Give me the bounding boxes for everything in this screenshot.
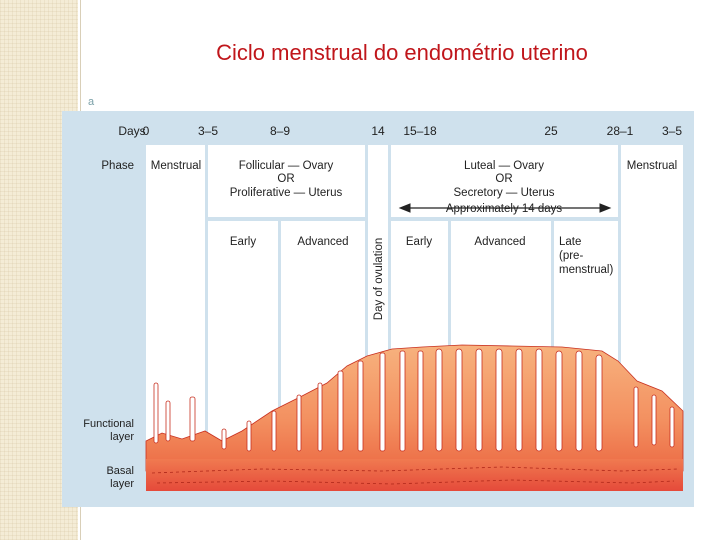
day-tick: 0 — [143, 124, 150, 138]
secretory-label: Secretory — Uterus — [454, 187, 555, 199]
day-tick: 14 — [371, 124, 385, 138]
functional-layer-shape — [145, 344, 684, 472]
functional-layer-label-line1: Functional — [83, 418, 134, 430]
phase-label: Phase — [101, 160, 134, 172]
bullet-icon: a — [88, 96, 95, 108]
advanced-label-1: Advanced — [297, 236, 348, 248]
proliferative-label: Proliferative — Uterus — [230, 187, 343, 199]
early-label-1: Early — [230, 236, 256, 248]
follicular-label: Follicular — Ovary — [239, 160, 334, 172]
day-tick: 3–5 — [198, 124, 218, 138]
menstrual-label: Menstrual — [151, 160, 202, 172]
menstrual-end-label: Menstrual — [627, 160, 678, 172]
cycle-diagram: Days 0 3–5 8–9 14 15–18 25 28–1 3–5 Phas… — [62, 111, 694, 507]
luteal-label: Luteal — Ovary — [464, 160, 544, 172]
day-tick: 28–1 — [607, 124, 634, 138]
basal-layer-label-line2: layer — [110, 478, 134, 490]
basal-layer-label-line1: Basal — [106, 465, 134, 477]
functional-layer-label-line2: layer — [110, 431, 134, 443]
or-label-1: OR — [277, 173, 294, 185]
days-label: Days — [118, 124, 145, 138]
slide-title: Ciclo menstrual do endométrio uterino — [216, 40, 588, 65]
day-tick: 8–9 — [270, 124, 290, 138]
or-label-2: OR — [495, 173, 512, 185]
day-tick: 15–18 — [403, 124, 437, 138]
approx-14-days-label: Approximately 14 days — [446, 203, 563, 215]
approx-14-days-arrow — [398, 203, 612, 213]
basal-layer-shape — [146, 459, 683, 491]
day-tick: 3–5 — [662, 124, 682, 138]
day-of-ovulation-label: Day of ovulation — [373, 238, 385, 320]
glands — [153, 348, 675, 452]
day-tick: 25 — [544, 124, 558, 138]
basal-dashes — [151, 466, 679, 485]
advanced-label-2: Advanced — [474, 236, 525, 248]
late-label-line1: Late — [559, 236, 581, 248]
late-label-line3: menstrual) — [559, 264, 613, 276]
early-label-2: Early — [406, 236, 432, 248]
endometrium-cycle-figure: Days 0 3–5 8–9 14 15–18 25 28–1 3–5 Phas… — [62, 111, 694, 507]
late-label-line2: (pre- — [559, 250, 583, 262]
